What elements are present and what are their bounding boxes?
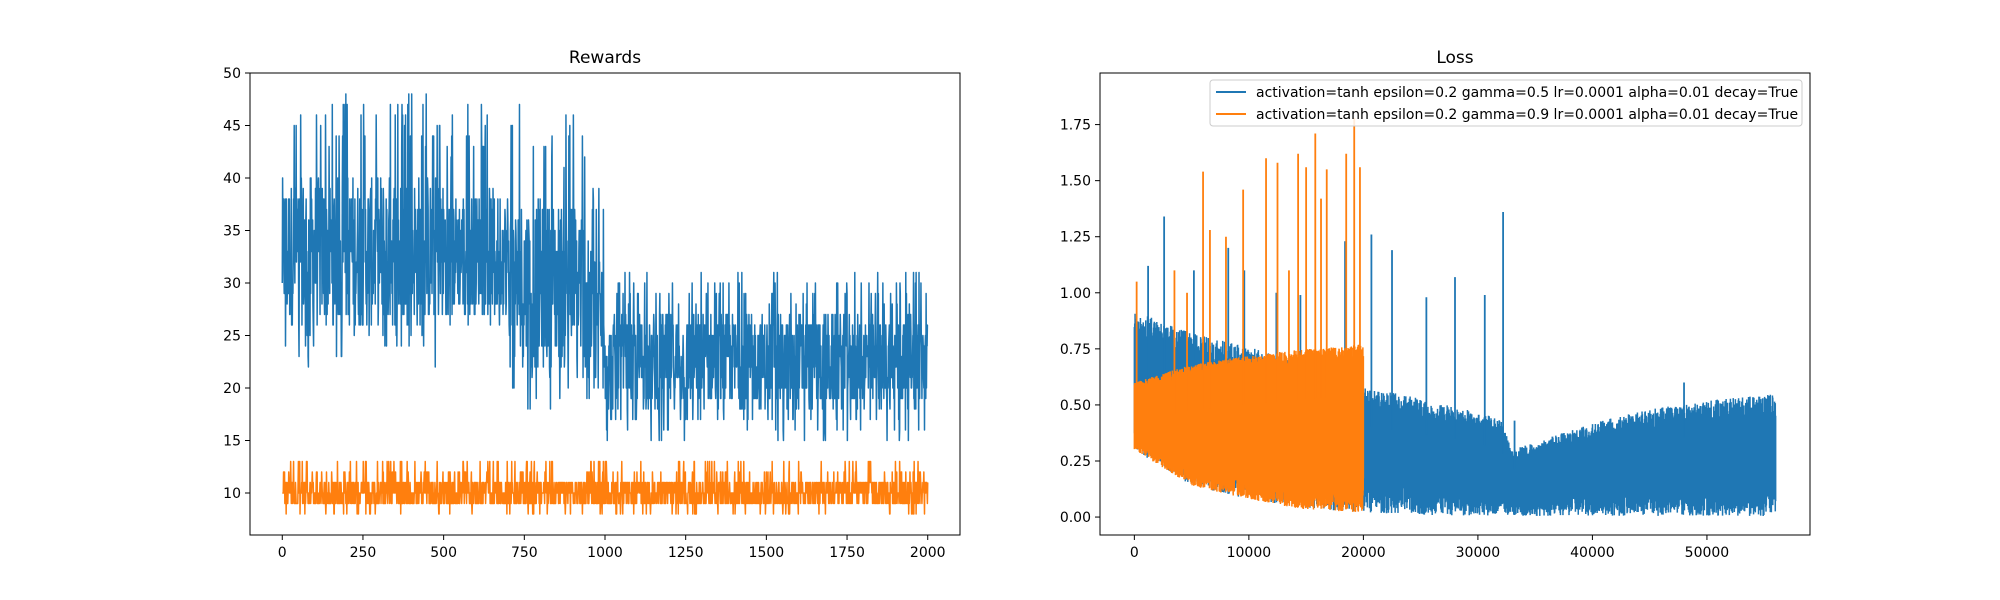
y-tick-label: 15 xyxy=(223,434,241,450)
y-tick-label: 45 xyxy=(223,119,241,135)
x-tick-label: 1250 xyxy=(668,545,704,561)
x-tick-label: 20000 xyxy=(1341,545,1386,561)
plot-area xyxy=(1133,117,1777,516)
x-tick-label: 40000 xyxy=(1570,545,1615,561)
x-tick-label: 500 xyxy=(430,545,457,561)
x-tick-label: 1500 xyxy=(749,545,785,561)
x-tick-label: 250 xyxy=(350,545,377,561)
plot-area xyxy=(281,93,929,515)
x-tick-label: 2000 xyxy=(910,545,946,561)
x-tick-label: 1750 xyxy=(829,545,865,561)
legend-box xyxy=(1209,79,1803,127)
legend-label: activation=tanh epsilon=0.2 gamma=0.5 lr… xyxy=(1256,85,1798,101)
y-tick-label: 20 xyxy=(223,381,241,397)
axes-frame xyxy=(1099,72,1811,536)
rewards-chart: Rewards 0 250 500 750 1000 1250 1500 1750 2000 1… xyxy=(223,48,961,561)
y-tick-label: 0.75 xyxy=(1060,342,1091,358)
y-tick-label: 0.00 xyxy=(1060,510,1091,526)
y-tick-label: 40 xyxy=(223,171,241,187)
x-tick-label: 0 xyxy=(1130,545,1139,561)
y-tick-label: 0.50 xyxy=(1060,398,1091,414)
y-tick-label: 1.75 xyxy=(1060,118,1091,134)
y-axis: 10 15 20 25 30 35 40 45 50 xyxy=(223,66,250,502)
x-tick-label: 750 xyxy=(511,545,538,561)
chart-title: Rewards xyxy=(569,48,641,68)
legend-label: activation=tanh epsilon=0.2 gamma=0.9 lr… xyxy=(1256,107,1798,123)
loss-chart: Loss 0 10000 20000 30000 40000 50000 0.00 0.25… xyxy=(1060,48,1811,561)
x-axis: 0 250 500 750 1000 1250 1500 1750 2000 xyxy=(278,535,946,561)
y-tick-label: 25 xyxy=(223,329,241,345)
series-line xyxy=(1133,344,1365,512)
x-axis: 0 10000 20000 30000 40000 50000 xyxy=(1130,535,1729,561)
y-tick-label: 35 xyxy=(223,224,241,240)
y-tick-label: 1.25 xyxy=(1060,230,1091,246)
y-tick-label: 30 xyxy=(223,276,241,292)
chart-title: Loss xyxy=(1436,48,1473,68)
legend: activation=tanh epsilon=0.2 gamma=0.5 lr… xyxy=(1209,79,1803,127)
x-tick-label: 30000 xyxy=(1456,545,1501,561)
series-line xyxy=(281,93,929,442)
y-axis: 0.00 0.25 0.50 0.75 1.00 1.25 1.50 1.75 xyxy=(1060,118,1100,526)
x-tick-label: 10000 xyxy=(1227,545,1272,561)
x-tick-label: 0 xyxy=(278,545,287,561)
y-tick-label: 10 xyxy=(223,486,241,502)
y-tick-label: 50 xyxy=(223,66,241,82)
y-tick-label: 1.00 xyxy=(1060,286,1091,302)
y-tick-label: 1.50 xyxy=(1060,174,1091,190)
x-tick-label: 50000 xyxy=(1685,545,1730,561)
series-line xyxy=(281,460,929,515)
x-tick-label: 1000 xyxy=(587,545,623,561)
y-tick-label: 0.25 xyxy=(1060,454,1091,470)
